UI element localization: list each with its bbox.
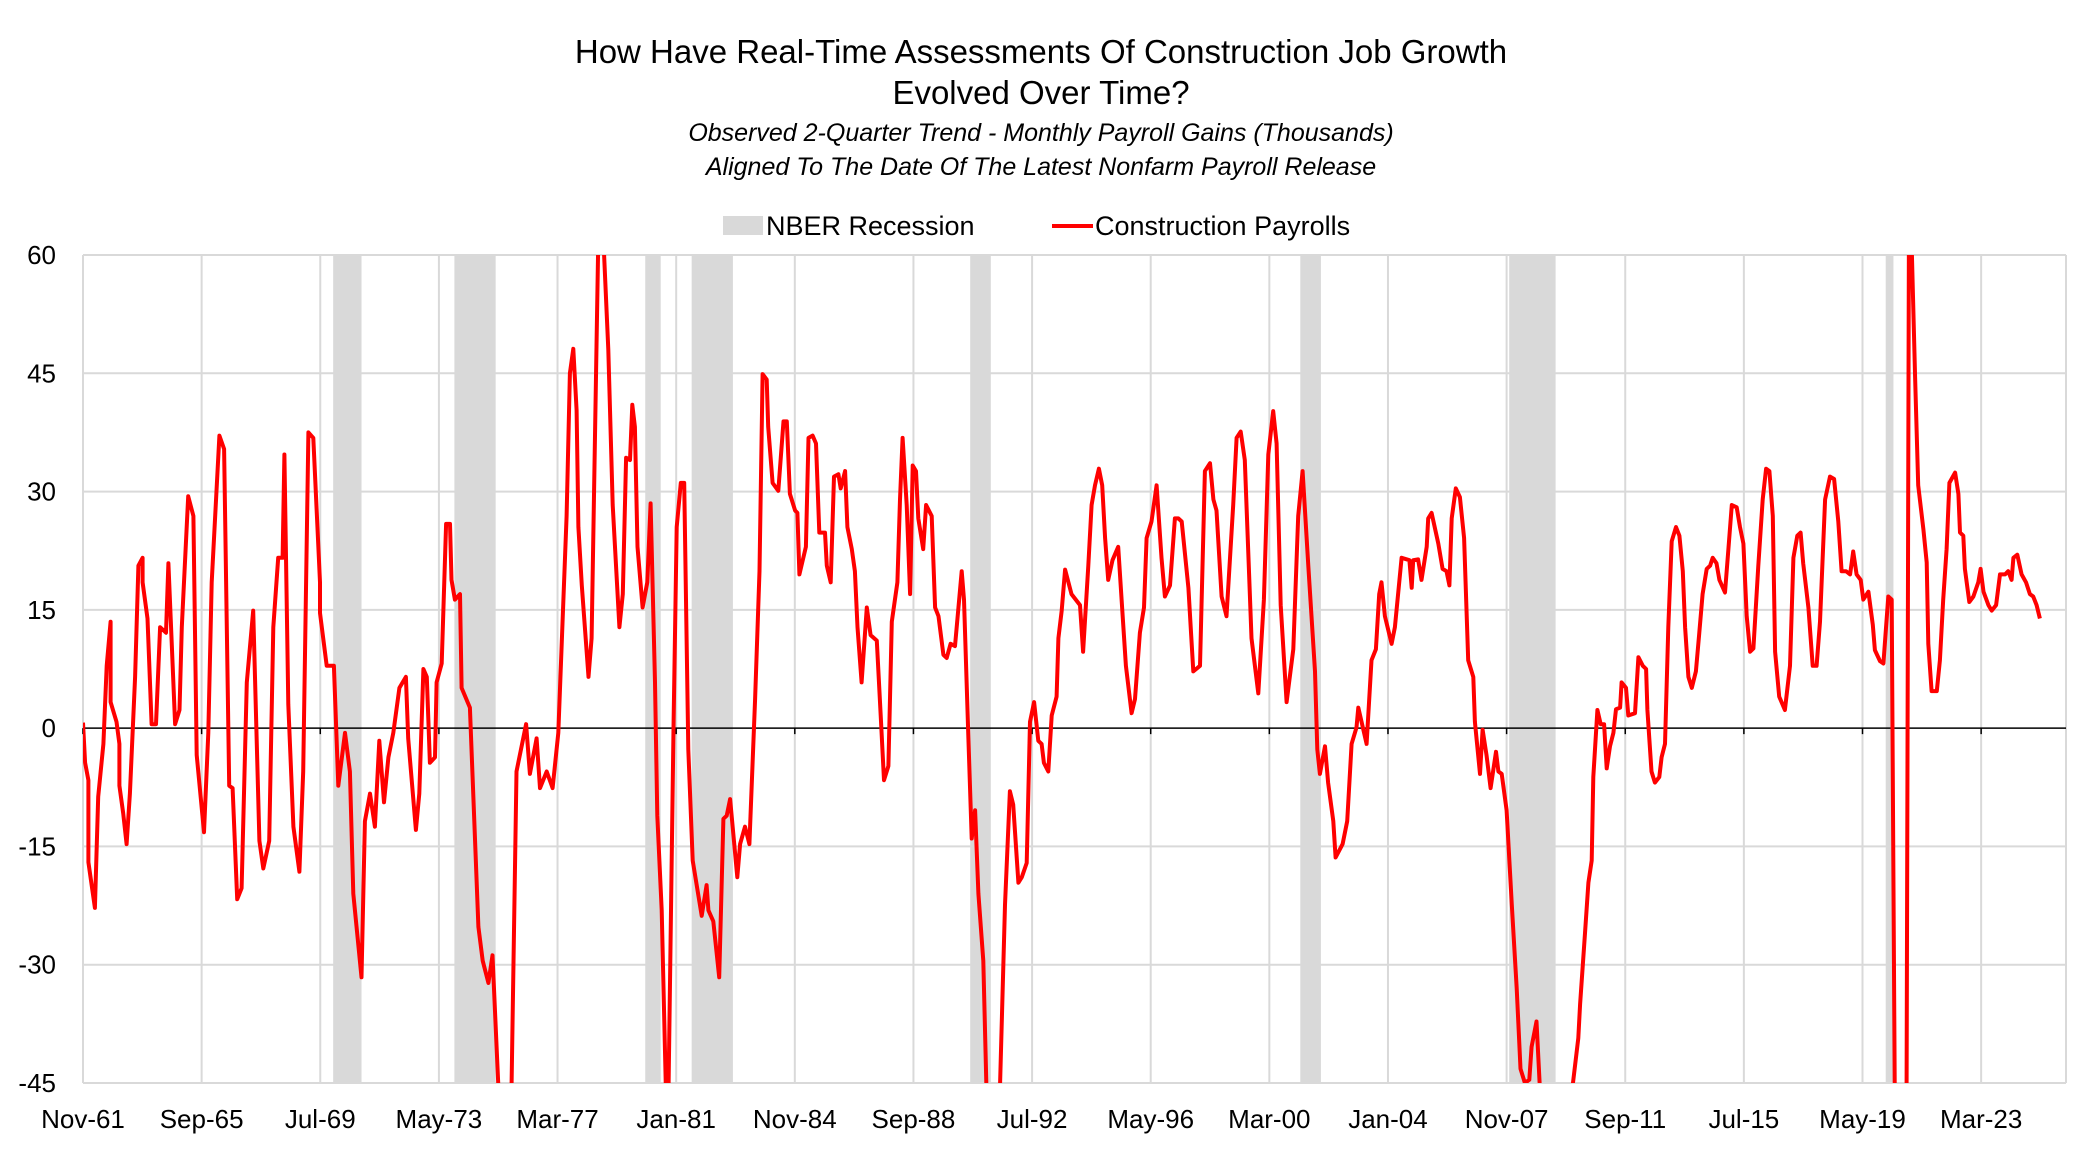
recession-band bbox=[691, 255, 733, 1083]
x-tick-label: Sep-88 bbox=[872, 1104, 956, 1134]
y-tick-label: 15 bbox=[27, 595, 56, 625]
x-tick-label: Sep-11 bbox=[1584, 1104, 1666, 1134]
chart-title-line2: Evolved Over Time? bbox=[892, 74, 1189, 111]
x-tick-label: Nov-61 bbox=[41, 1104, 125, 1134]
y-tick-label: 30 bbox=[27, 477, 56, 507]
y-tick-label: 45 bbox=[27, 358, 56, 388]
legend-payrolls-label: Construction Payrolls bbox=[1095, 211, 1350, 241]
y-axis: 60 45 30 15 0 -15 -30 -45 bbox=[18, 240, 56, 1098]
y-tick-label: -15 bbox=[18, 831, 56, 861]
x-tick-label: Jan-04 bbox=[1348, 1104, 1428, 1134]
x-tick-label: May-96 bbox=[1107, 1104, 1194, 1134]
recession-band bbox=[970, 255, 991, 1083]
x-tick-label: May-19 bbox=[1819, 1104, 1906, 1134]
recession-band bbox=[1300, 255, 1321, 1083]
x-axis: Nov-61 Sep-65 Jul-69 May-73 Mar-77 Jan-81 Nov-… bbox=[41, 728, 2022, 1134]
y-tick-label: 0 bbox=[42, 713, 56, 743]
x-tick-label: Jul-15 bbox=[1708, 1104, 1779, 1134]
x-tick-label: Mar-77 bbox=[516, 1104, 598, 1134]
recession-band bbox=[1509, 255, 1556, 1083]
y-tick-label: -30 bbox=[18, 950, 56, 980]
chart-subtitle-line1: Observed 2-Quarter Trend - Monthly Payro… bbox=[688, 119, 1393, 147]
x-tick-label: Nov-84 bbox=[753, 1104, 837, 1134]
chart-subtitle-line2: Aligned To The Date Of The Latest Nonfar… bbox=[704, 153, 1376, 181]
legend-recession-swatch bbox=[723, 216, 763, 235]
recession-band bbox=[1885, 255, 1894, 1083]
x-tick-label: Mar-00 bbox=[1228, 1104, 1310, 1134]
recession-bands bbox=[333, 255, 1894, 1083]
x-tick-label: Sep-65 bbox=[160, 1104, 244, 1134]
x-tick-label: May-73 bbox=[396, 1104, 483, 1134]
x-tick-label: Jul-69 bbox=[285, 1104, 356, 1134]
y-tick-label: -45 bbox=[18, 1068, 56, 1098]
legend: NBER Recession Construction Payrolls bbox=[723, 211, 1350, 241]
series-line-construction-payrolls bbox=[83, 255, 2042, 1083]
chart-title-line1: How Have Real-Time Assessments Of Constr… bbox=[575, 33, 1507, 70]
x-tick-label: Jul-92 bbox=[997, 1104, 1068, 1134]
legend-recession-label: NBER Recession bbox=[766, 211, 975, 241]
y-tick-label: 60 bbox=[27, 240, 56, 270]
x-tick-label: Nov-07 bbox=[1465, 1104, 1549, 1134]
gridlines bbox=[82, 254, 2067, 1084]
recession-band bbox=[333, 255, 362, 1083]
x-tick-label: Jan-81 bbox=[636, 1104, 716, 1134]
x-tick-label: Mar-23 bbox=[1940, 1104, 2022, 1134]
